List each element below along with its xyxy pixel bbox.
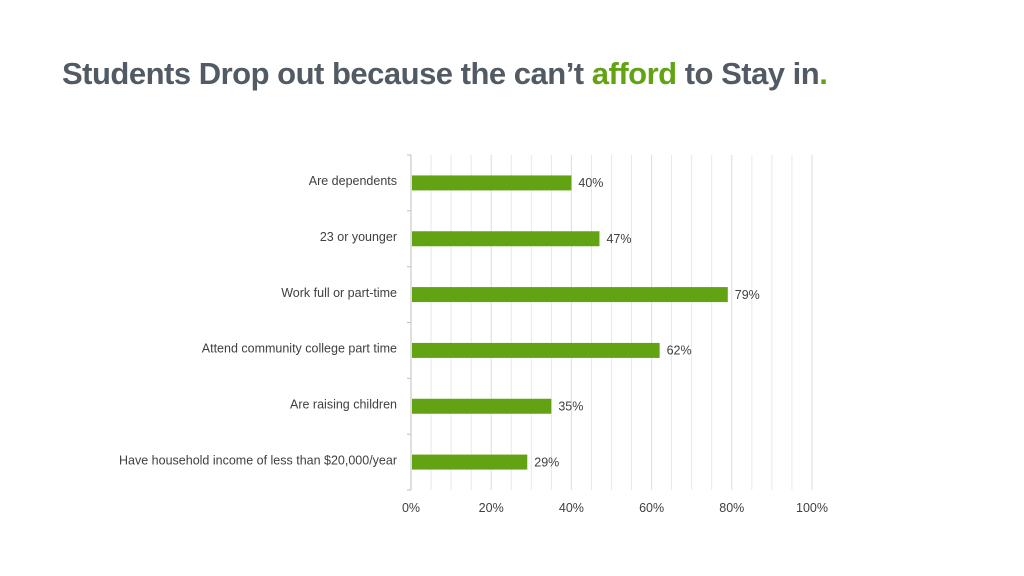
bar [412, 287, 728, 303]
x-tick-label: 0% [402, 501, 420, 515]
x-tick-label: 60% [639, 501, 664, 515]
x-tick-label: 80% [719, 501, 744, 515]
grid-lines [430, 155, 813, 490]
bar [412, 175, 572, 191]
category-label: Have household income of less than $20,0… [119, 453, 397, 467]
category-label: Are raising children [290, 398, 397, 412]
axes: 0% 20% 40% 60% 80% 100% [402, 154, 828, 515]
title-text-end: to Stay in [676, 56, 820, 91]
bars [412, 175, 728, 470]
x-tick-label: 40% [559, 501, 584, 515]
category-label: Attend community college part time [202, 342, 397, 356]
title-text-start: Students Drop out because the can’t [62, 56, 592, 91]
data-label: 40% [578, 176, 603, 190]
data-label: 35% [558, 400, 583, 414]
x-tick-label: 100% [796, 501, 828, 515]
bar [412, 231, 600, 247]
title-accent-word: afford [591, 56, 677, 91]
title-period: . [819, 56, 828, 91]
labels: Are dependents 40% 23 or younger 47% Work fu… [119, 174, 760, 469]
bar [412, 342, 660, 358]
data-label: 79% [735, 288, 760, 302]
category-label: Are dependents [309, 174, 397, 188]
slide-title: Students Drop out because the can’t affo… [62, 55, 828, 92]
bar [412, 454, 528, 470]
data-label: 47% [606, 232, 631, 246]
data-label: 62% [667, 344, 692, 358]
category-label: Work full or part-time [281, 286, 397, 300]
x-tick-label: 20% [479, 501, 504, 515]
category-label: 23 or younger [320, 230, 397, 244]
data-label: 29% [534, 455, 559, 469]
bar [412, 398, 552, 414]
